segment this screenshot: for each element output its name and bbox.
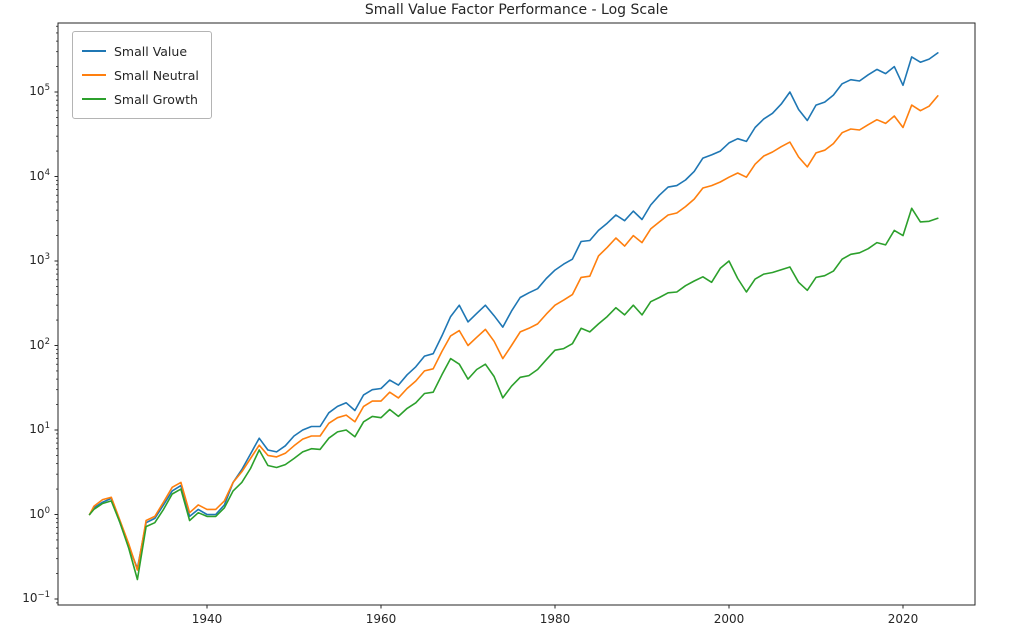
y-tick-label-10e-1: 10−1	[22, 590, 50, 605]
x-tick-label-1940: 1940	[191, 612, 223, 626]
small-value-line-swatch	[82, 50, 106, 52]
y-tick-label-10e5: 105	[29, 83, 50, 98]
small-neutral-line-swatch	[82, 74, 106, 76]
legend: Small Value Small Neutral Small Growth	[72, 31, 212, 119]
y-tick-label-10e0: 100	[29, 505, 50, 521]
legend-item-small-neutral: Small Neutral	[82, 63, 199, 87]
series-line-small-value	[88, 52, 939, 570]
x-tick-label-2020: 2020	[887, 612, 919, 626]
y-tick-label-10e3: 103	[29, 252, 50, 267]
x-tick-label-1960: 1960	[365, 612, 397, 626]
series-line-small-growth	[88, 207, 939, 581]
x-tick-label-1980: 1980	[539, 612, 571, 626]
plot-border	[57, 22, 976, 606]
y-tick-label-10e2: 102	[29, 336, 50, 352]
legend-label: Small Value	[114, 43, 188, 59]
y-tick-label-10e1: 101	[29, 421, 50, 436]
legend-item-small-growth: Small Growth	[82, 87, 199, 111]
series-line-small-neutral	[88, 95, 939, 571]
chart-title: Small Value Factor Performance - Log Sca…	[364, 2, 669, 18]
legend-item-small-value: Small Value	[82, 39, 199, 63]
y-tick-label-10e4: 104	[29, 167, 50, 183]
x-tick-label-2000: 2000	[713, 612, 745, 626]
legend-label: Small Neutral	[114, 67, 199, 83]
small-growth-line-swatch	[82, 98, 106, 100]
legend-label: Small Growth	[114, 91, 198, 107]
